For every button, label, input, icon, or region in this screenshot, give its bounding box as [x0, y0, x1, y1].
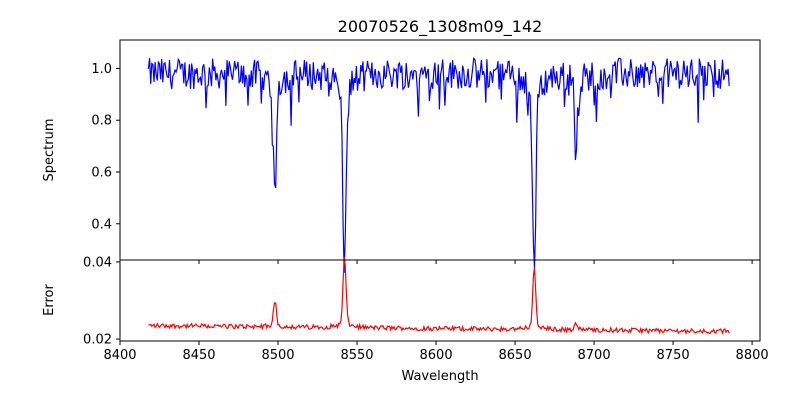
spectrum-y-tick-label: 0.4 [91, 217, 112, 232]
x-tick-label: 8400 [103, 348, 136, 363]
x-axis-label: Wavelength [401, 369, 478, 384]
error-y-tick-label: 0.04 [83, 255, 112, 270]
x-tick-label: 8600 [420, 348, 453, 363]
spectrum-y-tick-label: 0.8 [91, 114, 112, 129]
spectrum-line [147, 56, 730, 273]
x-tick-label: 8450 [182, 348, 215, 363]
spectrum-y-tick-label: 1.0 [91, 62, 112, 77]
x-tick-label: 8650 [499, 348, 532, 363]
error-y-label: Error [42, 284, 57, 316]
x-tick-label: 8550 [340, 348, 373, 363]
chart-title: 20070526_1308m09_142 [338, 17, 543, 37]
spectrum-y-label: Spectrum [42, 119, 57, 182]
error-y-tick-label: 0.02 [83, 333, 112, 348]
x-tick-label: 8750 [657, 348, 690, 363]
x-tick-label: 8700 [578, 348, 611, 363]
spectrum-panel: Spectrum 0.4 0.6 0.8 1.0 [42, 39, 761, 273]
x-tick-label: 8800 [736, 348, 769, 363]
error-axes-frame [119, 259, 761, 342]
x-tick-label: 8500 [261, 348, 294, 363]
error-line [148, 256, 730, 336]
error-panel: Error Wavelength 0.02 0.04 8400 8450 8500 855… [42, 255, 769, 384]
spectrum-y-tick-label: 0.6 [91, 166, 112, 181]
